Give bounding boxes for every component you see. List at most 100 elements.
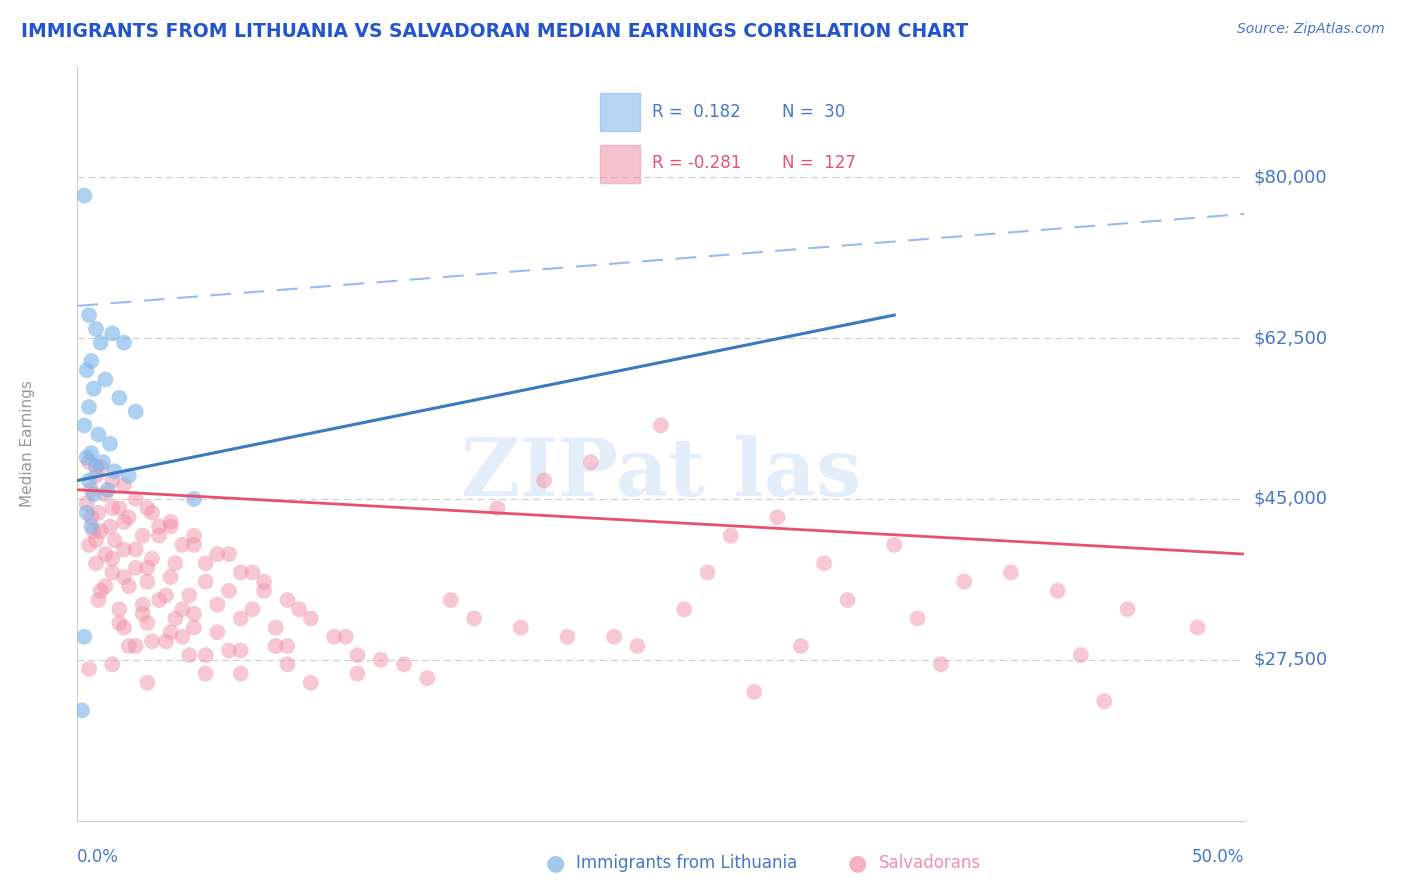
- Point: [73, 630, 96, 644]
- Point: [165, 556, 187, 570]
- Point: [229, 611, 252, 625]
- Point: [486, 501, 509, 516]
- Point: [84, 469, 107, 483]
- Point: [323, 630, 346, 644]
- Point: [229, 643, 252, 657]
- Point: [370, 653, 392, 667]
- Point: [101, 474, 124, 488]
- Point: [183, 529, 205, 543]
- Point: [98, 437, 121, 451]
- Point: [742, 685, 765, 699]
- Point: [813, 556, 835, 570]
- Point: [101, 551, 124, 566]
- Point: [124, 542, 148, 557]
- Point: [90, 524, 112, 538]
- Text: R = -0.281: R = -0.281: [652, 154, 742, 172]
- Point: [108, 602, 131, 616]
- Point: [183, 538, 205, 552]
- Text: Median Earnings: Median Earnings: [20, 380, 35, 508]
- Point: [194, 556, 217, 570]
- Point: [136, 574, 159, 589]
- Text: N =  127: N = 127: [782, 154, 856, 172]
- Point: [172, 538, 194, 552]
- Point: [650, 418, 672, 433]
- Point: [124, 404, 148, 418]
- Point: [179, 589, 201, 603]
- Text: 50.0%: 50.0%: [1192, 848, 1244, 866]
- Point: [533, 474, 555, 488]
- Point: [183, 607, 205, 621]
- Point: [108, 501, 131, 516]
- Point: [83, 487, 105, 501]
- Point: [1092, 694, 1115, 708]
- Point: [98, 519, 121, 533]
- Point: [80, 519, 103, 533]
- Point: [80, 483, 103, 497]
- Point: [148, 519, 170, 533]
- Point: [136, 561, 159, 575]
- Point: [90, 335, 112, 350]
- Point: [194, 648, 217, 663]
- Point: [242, 566, 264, 580]
- Point: [76, 450, 98, 465]
- Point: [194, 574, 217, 589]
- Point: [112, 515, 135, 529]
- Point: [207, 598, 229, 612]
- Point: [766, 510, 789, 524]
- Point: [1070, 648, 1092, 663]
- Point: [112, 335, 135, 350]
- Point: [172, 602, 194, 616]
- Point: [299, 611, 322, 625]
- Point: [118, 579, 141, 593]
- Point: [194, 666, 217, 681]
- Point: [953, 574, 976, 589]
- Point: [218, 547, 240, 561]
- Point: [626, 639, 648, 653]
- Point: [1187, 621, 1209, 635]
- Point: [416, 671, 439, 685]
- Point: [112, 542, 135, 557]
- Point: [97, 483, 120, 497]
- Point: [131, 607, 153, 621]
- Point: [929, 657, 952, 672]
- Point: [90, 459, 112, 474]
- Point: [159, 625, 181, 640]
- Point: [229, 566, 252, 580]
- Text: 0.0%: 0.0%: [77, 848, 120, 866]
- Point: [207, 547, 229, 561]
- Point: [392, 657, 415, 672]
- Point: [673, 602, 696, 616]
- Point: [253, 574, 276, 589]
- Point: [94, 579, 117, 593]
- Point: [83, 524, 105, 538]
- Point: [87, 593, 110, 607]
- Text: Source: ZipAtlas.com: Source: ZipAtlas.com: [1237, 22, 1385, 37]
- Point: [80, 354, 103, 368]
- Point: [84, 556, 107, 570]
- Point: [183, 621, 205, 635]
- Point: [276, 593, 298, 607]
- Point: [84, 459, 107, 474]
- Point: [112, 621, 135, 635]
- Point: [118, 510, 141, 524]
- Text: Salvadorans: Salvadorans: [879, 855, 981, 872]
- Point: [76, 496, 98, 510]
- Text: ●: ●: [848, 854, 868, 873]
- Point: [165, 611, 187, 625]
- Point: [346, 648, 368, 663]
- Point: [148, 529, 170, 543]
- Point: [76, 363, 98, 377]
- Point: [141, 551, 163, 566]
- Point: [104, 533, 127, 548]
- Point: [94, 547, 117, 561]
- Point: [77, 538, 100, 552]
- Point: [148, 593, 170, 607]
- Point: [579, 455, 602, 469]
- Point: [124, 561, 148, 575]
- Point: [179, 648, 201, 663]
- Point: [159, 519, 181, 533]
- Text: Immigrants from Lithuania: Immigrants from Lithuania: [576, 855, 797, 872]
- Point: [440, 593, 463, 607]
- Point: [94, 372, 117, 386]
- Point: [87, 427, 110, 442]
